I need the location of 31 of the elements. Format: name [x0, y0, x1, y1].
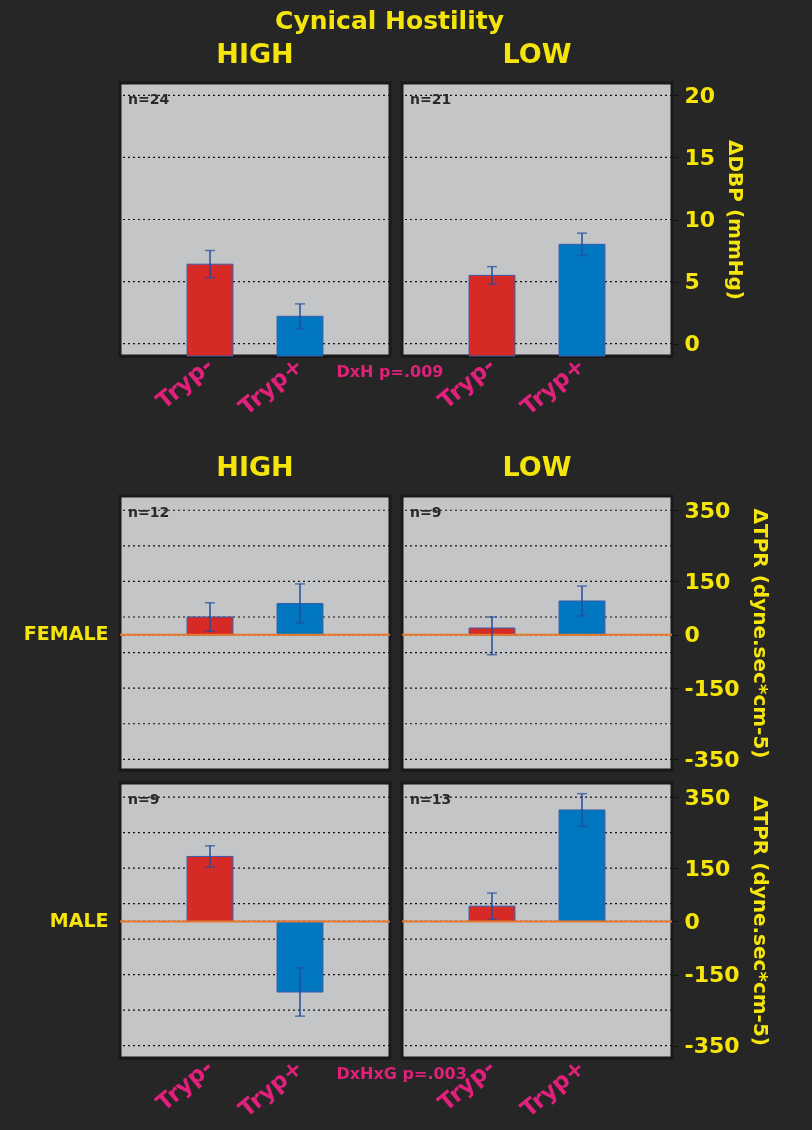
y-axis-title: ΔTPR (dyne.sec*cm-5)	[748, 508, 773, 759]
y-tick-label: -150	[684, 675, 740, 701]
y-tick-label: 10	[684, 207, 716, 232]
chart-title: LOW	[502, 38, 572, 69]
chart-title: Cynical Hostility	[275, 5, 504, 35]
annotation: n=24	[128, 91, 170, 107]
y-tick-label: 350	[684, 497, 731, 523]
y-tick-label: 0	[684, 622, 700, 648]
y-tick-label: 150	[684, 855, 731, 881]
y-tick-label: 0	[684, 908, 700, 934]
annotation: n=9	[410, 504, 442, 520]
y-tick-label: 150	[684, 568, 731, 594]
y-tick-label: 350	[684, 784, 731, 810]
y-tick-label: 20	[684, 82, 716, 108]
chart-title: HIGH	[216, 451, 294, 482]
y-axis-title: MALE	[49, 909, 109, 931]
y-tick-label: 5	[684, 269, 700, 295]
y-axis-title: ΔTPR (dyne.sec*cm-5)	[748, 796, 773, 1046]
annotation: n=9	[128, 791, 160, 807]
chart-subtitle: HIGH	[216, 38, 294, 69]
y-axis-title: ΔDBP (mmHg)	[724, 140, 749, 300]
y-tick-label: -150	[684, 962, 740, 988]
y-tick-label: 15	[684, 144, 716, 170]
chart-title: LOW	[502, 451, 572, 482]
annotation: n=21	[410, 91, 452, 107]
annotation: n=12	[128, 504, 170, 520]
y-tick-label: 0	[684, 331, 700, 357]
y-axis-title: FEMALE	[23, 621, 109, 644]
y-tick-label: -350	[684, 746, 740, 772]
y-tick-label: -350	[684, 1033, 740, 1059]
annotation: n=13	[410, 791, 452, 807]
